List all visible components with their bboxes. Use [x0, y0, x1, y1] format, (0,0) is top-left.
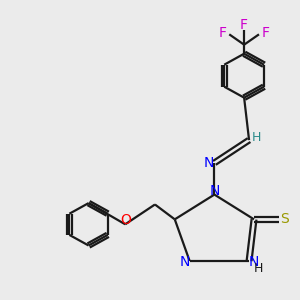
- Text: S: S: [280, 212, 289, 226]
- Text: H: H: [252, 131, 261, 144]
- Text: N: N: [249, 255, 259, 269]
- Text: H: H: [254, 262, 263, 275]
- Text: F: F: [262, 26, 270, 40]
- Text: F: F: [218, 26, 226, 40]
- Text: N: N: [203, 156, 214, 170]
- Text: O: O: [121, 213, 131, 227]
- Text: F: F: [240, 18, 248, 32]
- Text: N: N: [209, 184, 220, 199]
- Text: N: N: [180, 255, 190, 269]
